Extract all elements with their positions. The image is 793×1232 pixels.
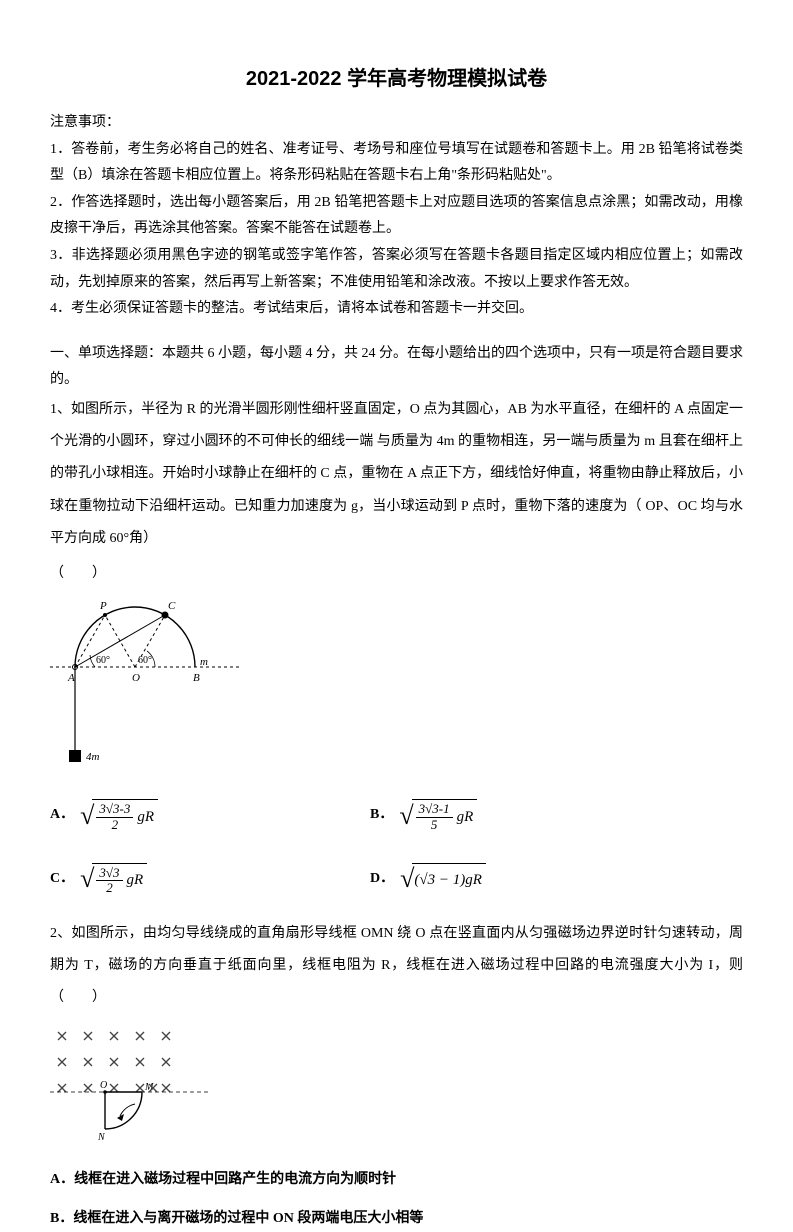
notice-item-4: 4．考生必须保证答题卡的整洁。考试结束后，请将本试卷和答题卡一并交回。	[50, 296, 743, 323]
label-4m: 4m	[86, 751, 100, 763]
notice-item-3: 3．非选择题必须用黑色字迹的钢笔或签字笔作答，答案必须写在答题卡各题目指定区域内…	[50, 243, 743, 296]
angle-60-2: 60°	[138, 655, 152, 666]
q1-option-a: A． √ 3√3-32 gR	[50, 791, 370, 840]
label-o2: O	[100, 1080, 107, 1091]
label-a: A	[67, 672, 75, 684]
label-c: C	[168, 600, 176, 612]
cross-row-1	[58, 1058, 170, 1066]
opt-b-label: B．	[370, 802, 393, 829]
page-title: 2021-2022 学年高考物理模拟试卷	[50, 60, 743, 98]
q1-text: 1、如图所示，半径为 R 的光滑半圆形刚性细杆竖直固定，O 点为其圆心，AB 为…	[50, 394, 743, 555]
opt-a-expr: √ 3√3-32 gR	[80, 791, 158, 840]
q1-diagram: P C A O B m 60° 60° 4m	[50, 595, 743, 781]
notice-item-2: 2．作答选择题时，选出每小题答案后，用 2B 铅笔把答题卡上对应题目选项的答案信…	[50, 190, 743, 243]
q2-option-b: B．线框在进入与离开磁场的过程中 ON 段两端电压大小相等	[50, 1206, 743, 1232]
label-p: P	[99, 600, 107, 612]
q1-option-d: D． √ (√3 − 1)gR	[370, 854, 486, 903]
q2-option-a: A．线框在进入磁场过程中回路产生的电流方向为顺时针	[50, 1167, 743, 1194]
angle-60-1: 60°	[96, 655, 110, 666]
label-n2: N	[97, 1132, 106, 1143]
q1-paren: （ ）	[50, 561, 743, 588]
opt-a-label: A．	[50, 802, 74, 829]
section-header: 一、单项选择题：本题共 6 小题，每小题 4 分，共 24 分。在每小题给出的四…	[50, 341, 743, 394]
opt-b-expr: √ 3√3-15 gR	[399, 791, 477, 840]
notice-item-1: 1．答卷前，考生务必将自己的姓名、准考证号、考场号和座位号填写在试题卷和答题卡上…	[50, 137, 743, 190]
q1-options-row2: C． √ 3√32 gR D． √ (√3 − 1)gR	[50, 854, 743, 903]
label-o: O	[132, 672, 140, 684]
q2-diagram-svg: O M N	[50, 1024, 220, 1144]
q1-option-b: B． √ 3√3-15 gR	[370, 791, 477, 840]
q1-options-row1: A． √ 3√3-32 gR B． √ 3√3-15 gR	[50, 791, 743, 840]
opt-c-expr: √ 3√32 gR	[80, 854, 147, 903]
label-b: B	[193, 672, 200, 684]
q2-diagram: O M N	[50, 1024, 743, 1155]
opt-d-expr: √ (√3 − 1)gR	[400, 854, 486, 903]
label-m: m	[200, 656, 208, 668]
opt-d-label: D．	[370, 866, 394, 893]
q2-text: 2、如图所示，由均匀导线绕成的直角扇形导线框 OMN 绕 O 点在竖直面内从匀强…	[50, 918, 743, 1015]
notices-header: 注意事项：	[50, 110, 743, 137]
opt-c-label: C．	[50, 866, 74, 893]
q1-diagram-svg: P C A O B m 60° 60° 4m	[50, 595, 240, 770]
q1-option-c: C． √ 3√32 gR	[50, 854, 370, 903]
cross-row-0	[58, 1032, 170, 1040]
